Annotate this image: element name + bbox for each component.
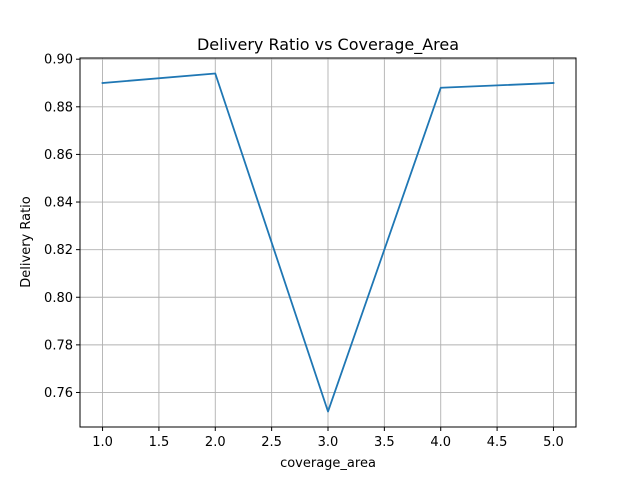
x-tick-label: 4.5 <box>487 435 508 450</box>
x-axis-ticks: 1.0 1.5 2.0 2.5 3.0 3.5 4.0 4.5 5.0 <box>92 427 564 450</box>
x-tick-label: 3.0 <box>318 435 339 450</box>
y-tick-label: 0.82 <box>44 243 73 258</box>
y-axis-ticks: 0.76 0.78 0.80 0.82 0.84 0.86 0.88 0.90 <box>44 53 80 401</box>
y-axis-title: Delivery Ratio <box>19 196 34 288</box>
x-tick-label: 1.5 <box>149 435 170 450</box>
x-tick-label: 5.0 <box>543 435 564 450</box>
series-line <box>101 72 555 413</box>
grid <box>80 58 576 427</box>
series-layer <box>101 72 555 413</box>
y-tick-label: 0.86 <box>44 148 73 163</box>
x-tick-label: 1.0 <box>92 435 113 450</box>
x-tick-label: 3.5 <box>374 435 395 450</box>
y-tick-label: 0.78 <box>44 338 73 353</box>
y-tick-label: 0.80 <box>44 291 73 306</box>
x-tick-label: 4.0 <box>430 435 451 450</box>
y-tick-label: 0.90 <box>44 53 73 68</box>
x-axis-title: coverage_area <box>280 456 376 471</box>
y-tick-label: 0.88 <box>44 100 73 115</box>
y-tick-label: 0.84 <box>44 196 73 211</box>
x-tick-label: 2.5 <box>261 435 282 450</box>
x-tick-label: 2.0 <box>205 435 226 450</box>
chart-title: Delivery Ratio vs Coverage_Area <box>197 35 459 55</box>
y-tick-label: 0.76 <box>44 386 73 401</box>
